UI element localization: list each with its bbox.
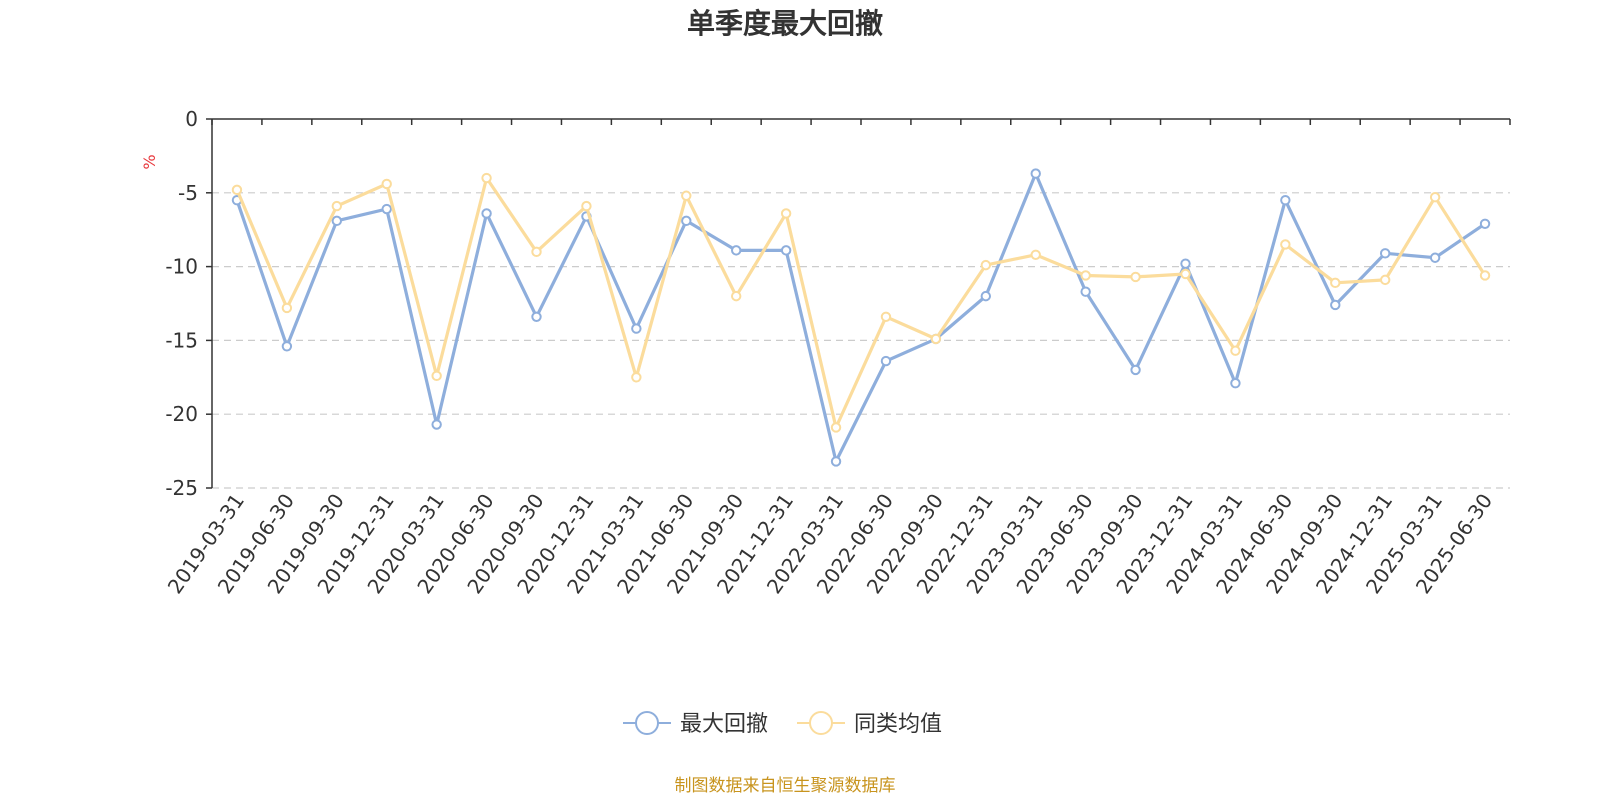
legend-item-0[interactable]: 最大回撤 [623, 711, 768, 737]
data-point[interactable] [681, 190, 692, 201]
data-point[interactable] [880, 355, 892, 367]
data-point[interactable] [431, 419, 442, 430]
chart-title: 单季度最大回撤 [687, 7, 883, 40]
series [231, 168, 1491, 467]
y-tick-label: -10 [165, 255, 198, 279]
data-point[interactable] [1479, 270, 1491, 281]
data-point[interactable] [730, 245, 742, 256]
data-point[interactable] [1280, 239, 1291, 250]
data-point[interactable] [1080, 270, 1091, 281]
series-line-0 [235, 172, 1486, 463]
data-point[interactable] [1130, 364, 1141, 376]
y-tick-label: -20 [165, 402, 198, 426]
data-point[interactable] [1030, 168, 1041, 179]
data-point[interactable] [531, 246, 542, 258]
data-point[interactable] [830, 422, 842, 433]
data-point[interactable] [980, 259, 992, 271]
data-point[interactable] [880, 311, 892, 322]
series-line-1 [235, 176, 1487, 430]
y-tick-label: -25 [165, 476, 198, 500]
data-point[interactable] [780, 208, 792, 219]
data-point[interactable] [531, 311, 542, 322]
data-source-note: 制图数据来自恒生聚源数据库 [675, 776, 896, 796]
data-point[interactable] [1030, 249, 1041, 260]
data-point[interactable] [481, 208, 492, 219]
data-point[interactable] [1429, 252, 1441, 263]
data-point[interactable] [1479, 218, 1491, 229]
data-point[interactable] [1330, 277, 1341, 289]
data-point[interactable] [631, 372, 642, 383]
data-point[interactable] [730, 290, 742, 302]
grid [212, 192, 1510, 489]
data-point[interactable] [281, 302, 293, 314]
data-point[interactable] [1280, 194, 1291, 206]
legend-item-1[interactable]: 同类均值 [797, 711, 942, 737]
data-point[interactable] [1230, 345, 1241, 356]
data-point[interactable] [1429, 192, 1441, 203]
data-point[interactable] [1080, 286, 1091, 297]
data-point[interactable] [1379, 274, 1391, 286]
data-point[interactable] [1130, 271, 1141, 283]
y-tick-label: 0 [185, 107, 198, 131]
data-point[interactable] [1230, 378, 1241, 389]
data-point[interactable] [331, 215, 343, 227]
data-point[interactable] [980, 290, 992, 302]
data-point[interactable] [381, 178, 392, 190]
legend-circle-icon [635, 711, 659, 735]
data-point[interactable] [930, 333, 942, 345]
data-point[interactable] [1379, 248, 1391, 259]
axes: 0-5-10-15-20-252019-03-312019-06-302019-… [163, 107, 1511, 598]
y-tick-label: -15 [165, 328, 198, 352]
data-point[interactable] [331, 200, 343, 212]
legend[interactable]: 最大回撤 同类均值 [623, 711, 942, 737]
y-tick-label: -5 [178, 181, 198, 205]
data-point[interactable] [1180, 258, 1191, 269]
data-point[interactable] [481, 172, 492, 184]
data-point[interactable] [681, 215, 692, 227]
data-point[interactable] [1330, 299, 1341, 311]
data-point[interactable] [780, 245, 792, 256]
data-point[interactable] [281, 341, 293, 352]
data-point[interactable] [431, 370, 442, 382]
data-point[interactable] [1180, 268, 1191, 280]
legend-label: 同类均值 [854, 712, 942, 737]
data-point[interactable] [231, 184, 243, 196]
data-point[interactable] [830, 456, 842, 467]
data-point[interactable] [581, 200, 592, 212]
data-point[interactable] [631, 323, 642, 334]
data-point[interactable] [381, 203, 392, 215]
legend-label: 最大回撤 [680, 712, 768, 737]
y-axis-unit: % [140, 154, 159, 169]
legend-circle-icon [809, 711, 833, 735]
